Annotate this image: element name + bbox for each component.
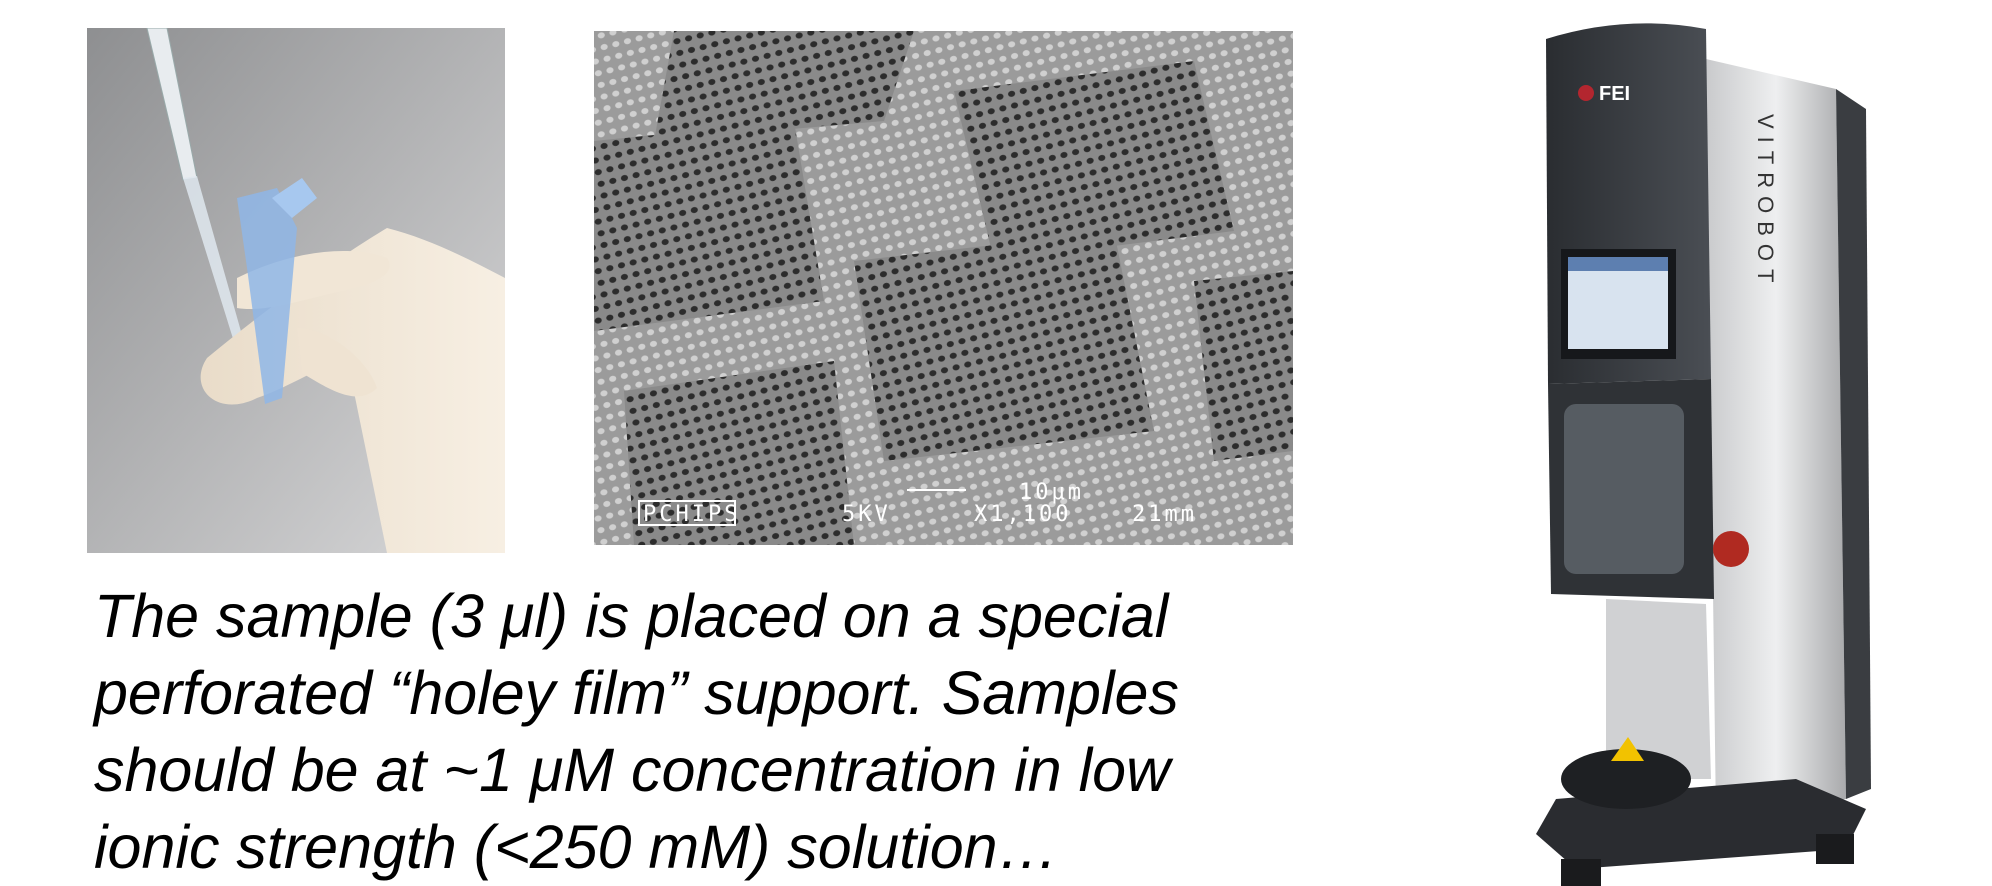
instrument-name: VITROBOT	[1753, 114, 1778, 290]
voltage: 5KV	[842, 502, 891, 527]
vitrobot-photo: FEI VITROBOT	[1536, 19, 1886, 886]
label: PCHIPS	[643, 502, 740, 527]
magnification: X1,100	[974, 502, 1071, 527]
caption-line: perforated “holey film” support. Samples	[94, 655, 1179, 732]
caption-line: should be at ~1 μM concentration in low	[94, 732, 1179, 809]
caption: The sample (3 μl) is placed on a special…	[94, 578, 1179, 886]
slide: PCHIPS 5KV 10μm X1,100 21mm The sample (…	[0, 0, 1992, 886]
micrograph: PCHIPS 5KV 10μm X1,100 21mm	[594, 31, 1293, 545]
brand: FEI	[1599, 83, 1630, 105]
pipette-photo	[87, 28, 505, 553]
caption-line: The sample (3 μl) is placed on a special	[94, 578, 1179, 655]
caption-line: ionic strength (<250 mM) solution…	[94, 809, 1179, 886]
distance: 21mm	[1132, 502, 1197, 527]
